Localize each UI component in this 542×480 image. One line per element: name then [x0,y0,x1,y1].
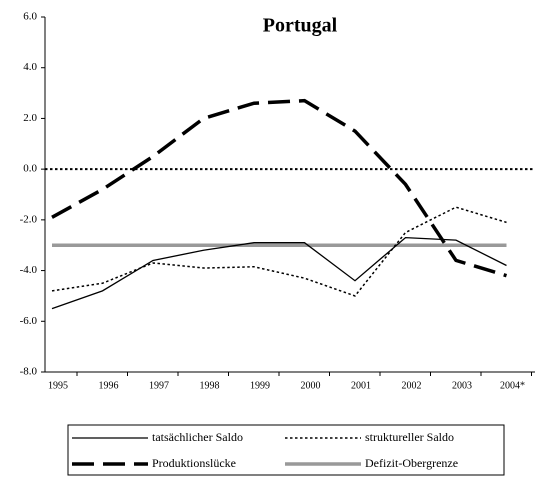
y-tick-label: 4.0 [23,61,37,73]
series-line [51,206,507,297]
y-tick-label: -4.0 [20,264,38,276]
y-tick-label: 0.0 [23,163,37,175]
y-tick-label: -2.0 [20,213,38,225]
x-tick-label: 1997 [149,380,169,391]
y-tick-label: -8.0 [20,366,38,378]
x-tick-label: 1999 [250,380,270,391]
x-tick-label: 2003 [452,380,472,391]
y-tick-label: -6.0 [20,315,38,327]
x-tick-label: 2001 [351,380,371,391]
x-tick-label: 2002 [402,380,422,391]
legend-label: tatsächlicher Saldo [152,430,243,444]
x-tick-label: 2004* [500,380,525,391]
chart-title: Portugal [263,15,338,37]
legend-label: struktureller Saldo [365,430,454,444]
x-tick-label: 1996 [99,380,119,391]
x-tick-label: 1995 [48,380,68,391]
y-tick-label: 6.0 [23,11,37,23]
y-tick-label: 2.0 [23,112,37,124]
legend-box [67,424,505,476]
series-line [51,98,508,278]
legend-label: Produktionslücke [152,456,236,470]
series-line [51,236,507,310]
x-tick-label: 2000 [301,380,321,391]
x-tick-label: 1998 [200,380,220,391]
legend-label: Defizit-Obergrenze [365,456,458,470]
